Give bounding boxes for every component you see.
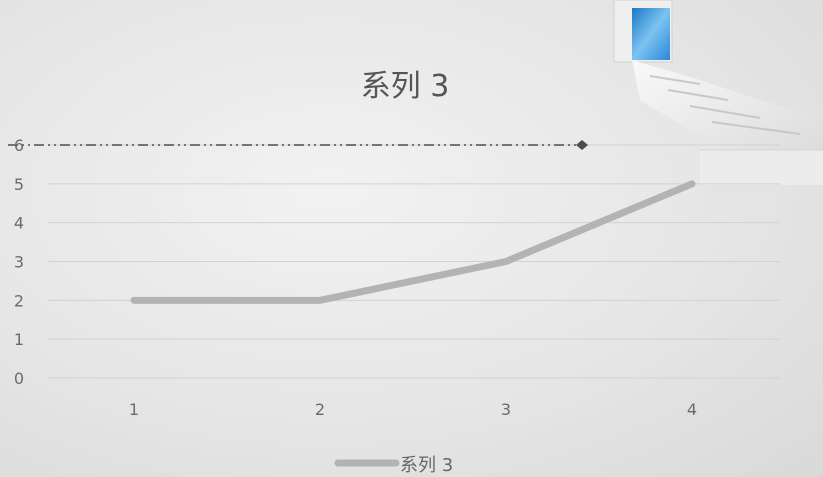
gridlines — [48, 144, 780, 379]
x-tick-label-4: 4 — [687, 400, 697, 419]
y-tick-label-3: 3 — [14, 253, 24, 272]
x-tick-label-2: 2 — [315, 400, 325, 419]
x-tick-label-1: 1 — [129, 400, 139, 419]
legend[interactable]: 系列 3 — [334, 455, 453, 476]
y-axis: 0 1 2 3 4 5 6 — [14, 136, 24, 388]
series-line-0 — [130, 180, 696, 304]
y-tick-label-6: 6 — [14, 136, 24, 155]
y-tick-label-0: 0 — [14, 369, 24, 388]
y-tick-label-4: 4 — [14, 214, 24, 233]
x-tick-label-3: 3 — [501, 400, 511, 419]
y-tick-label-2: 2 — [14, 291, 24, 310]
reference-line-marker — [576, 140, 588, 150]
x-axis: 1 2 3 4 — [129, 400, 697, 419]
y-tick-label-5: 5 — [14, 175, 24, 194]
series-group — [130, 180, 696, 304]
reference-line-group — [8, 140, 588, 150]
y-tick-label-1: 1 — [14, 330, 24, 349]
chart-title: 系列 3 — [361, 69, 450, 104]
staircase-background-image — [613, 0, 823, 215]
legend-label: 系列 3 — [400, 455, 453, 476]
